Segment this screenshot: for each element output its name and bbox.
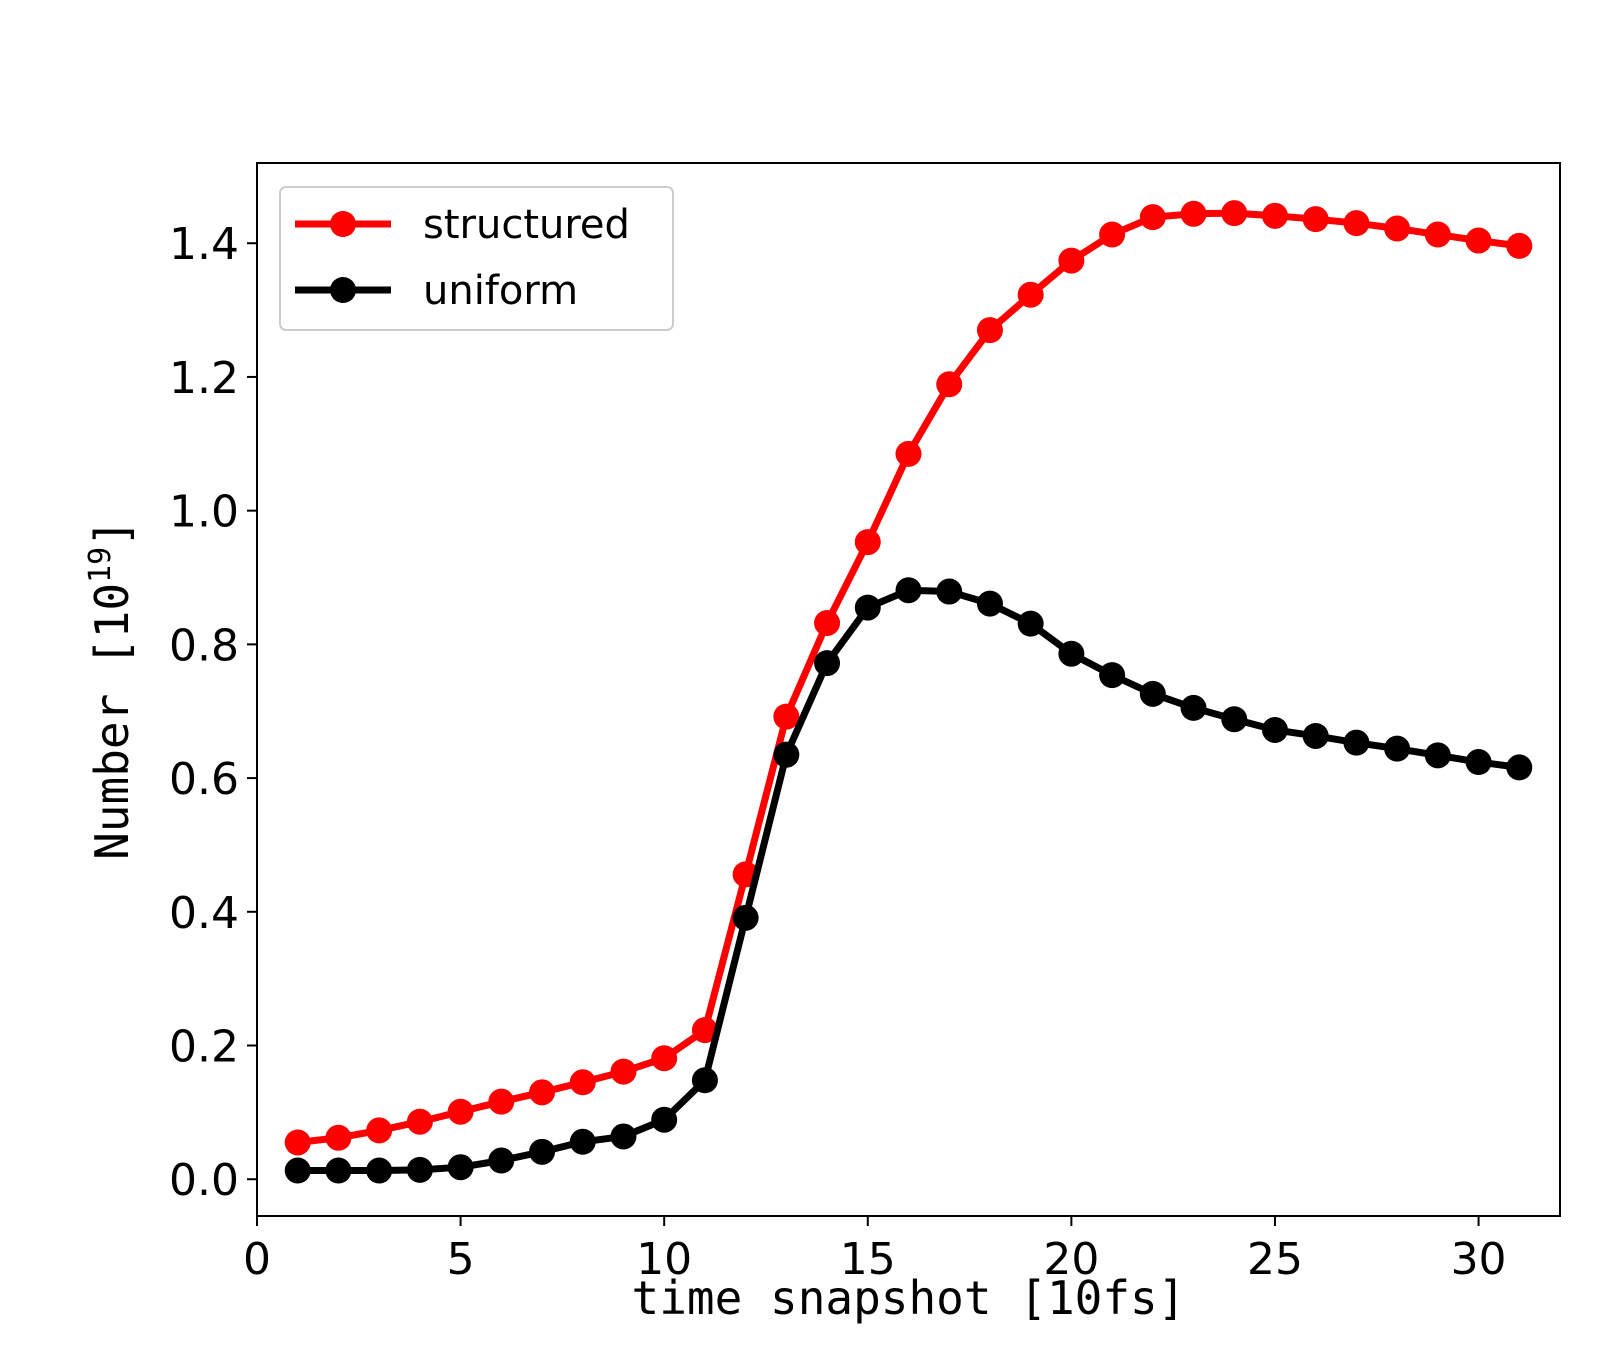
y-tick-label: 0.4 bbox=[169, 888, 239, 939]
data-point-structured bbox=[529, 1079, 556, 1106]
data-point-structured bbox=[1261, 202, 1288, 229]
data-point-structured bbox=[1058, 247, 1085, 274]
data-point-structured bbox=[284, 1129, 311, 1156]
data-point-structured bbox=[610, 1058, 637, 1085]
data-point-structured bbox=[1384, 215, 1411, 242]
data-point-uniform bbox=[1058, 640, 1085, 667]
data-point-structured bbox=[569, 1069, 596, 1096]
data-point-uniform bbox=[325, 1157, 352, 1184]
data-point-uniform bbox=[406, 1156, 433, 1183]
data-point-uniform bbox=[1506, 754, 1533, 781]
x-tick-label: 25 bbox=[1247, 1234, 1303, 1285]
y-tick-label: 1.4 bbox=[169, 219, 239, 270]
x-tick-label: 20 bbox=[1043, 1234, 1099, 1285]
data-point-uniform bbox=[284, 1157, 311, 1184]
data-point-structured bbox=[651, 1045, 678, 1072]
svg-text:Number [1019]: Number [1019] bbox=[83, 519, 139, 860]
x-tick-label: 0 bbox=[243, 1234, 271, 1285]
data-point-structured bbox=[1221, 200, 1248, 227]
series-structured bbox=[284, 200, 1533, 1156]
data-point-uniform bbox=[447, 1154, 474, 1181]
y-tick-label: 0.8 bbox=[169, 620, 239, 671]
data-point-structured bbox=[1017, 281, 1044, 308]
y-axis-title: Number [1019] bbox=[83, 519, 139, 860]
data-point-uniform bbox=[1099, 662, 1126, 689]
data-point-structured bbox=[936, 371, 963, 398]
data-point-uniform bbox=[1180, 694, 1207, 721]
y-axis-title-end: ] bbox=[85, 519, 139, 547]
x-tick-label: 5 bbox=[447, 1234, 475, 1285]
legend: structured uniform bbox=[279, 186, 674, 331]
series-uniform bbox=[284, 577, 1533, 1184]
data-point-structured bbox=[1302, 206, 1329, 233]
y-tick-label: 0.0 bbox=[169, 1155, 239, 1206]
y-tick-label: 0.6 bbox=[169, 754, 239, 805]
series-layer bbox=[284, 200, 1533, 1184]
data-point-structured bbox=[1506, 232, 1533, 259]
data-point-structured bbox=[976, 317, 1003, 344]
data-point-uniform bbox=[569, 1128, 596, 1155]
data-point-structured bbox=[895, 440, 922, 467]
data-point-uniform bbox=[732, 904, 759, 931]
data-point-uniform bbox=[691, 1067, 718, 1094]
data-point-structured bbox=[1139, 204, 1166, 231]
data-point-structured bbox=[1180, 200, 1207, 227]
legend-label-uniform: uniform bbox=[423, 268, 578, 314]
data-point-uniform bbox=[529, 1138, 556, 1165]
data-point-structured bbox=[406, 1108, 433, 1135]
data-point-uniform bbox=[1343, 729, 1370, 756]
x-tick-label: 10 bbox=[636, 1234, 692, 1285]
data-point-uniform bbox=[1139, 680, 1166, 707]
x-axis-title: time snapshot [10fs] bbox=[632, 1271, 1186, 1325]
data-point-structured bbox=[1099, 221, 1126, 248]
plot-frame bbox=[256, 162, 1561, 1217]
y-axis-title-exponent: 19 bbox=[83, 547, 118, 583]
y-axis-title-main: Number [10 bbox=[85, 583, 139, 860]
data-point-uniform bbox=[488, 1147, 515, 1174]
data-point-uniform bbox=[936, 578, 963, 605]
data-point-uniform bbox=[1017, 610, 1044, 637]
data-point-uniform bbox=[854, 594, 881, 621]
x-tick-label: 15 bbox=[840, 1234, 896, 1285]
y-tick-label: 1.0 bbox=[169, 487, 239, 538]
data-point-structured bbox=[773, 703, 800, 730]
data-point-structured bbox=[814, 609, 841, 636]
data-point-structured bbox=[325, 1124, 352, 1151]
data-point-structured bbox=[366, 1117, 393, 1144]
data-point-uniform bbox=[814, 650, 841, 677]
x-tick-label: 30 bbox=[1451, 1234, 1507, 1285]
data-point-uniform bbox=[1384, 735, 1411, 762]
data-point-structured bbox=[1343, 210, 1370, 237]
legend-items: structured uniform bbox=[295, 202, 630, 314]
series-line-uniform bbox=[297, 586, 1520, 1175]
data-point-structured bbox=[1424, 221, 1451, 248]
legend-label-structured: structured bbox=[423, 202, 630, 248]
legend-marker-uniform bbox=[330, 277, 356, 303]
data-point-uniform bbox=[976, 590, 1003, 617]
data-point-uniform bbox=[610, 1123, 637, 1150]
y-tick-label: 1.2 bbox=[169, 353, 239, 404]
axis-ticks: 0 5 10 15 20 25 30 0.0 0.2 0.4 0.6 0.8 1.0 1.2 1.4 bbox=[169, 219, 1507, 1285]
data-point-uniform bbox=[1465, 749, 1492, 776]
legend-marker-structured bbox=[330, 211, 356, 237]
data-point-uniform bbox=[773, 741, 800, 768]
data-point-structured bbox=[854, 529, 881, 556]
data-point-structured bbox=[1465, 227, 1492, 254]
data-point-uniform bbox=[1424, 742, 1451, 769]
y-tick-label: 0.2 bbox=[169, 1022, 239, 1073]
data-point-structured bbox=[447, 1098, 474, 1125]
data-point-uniform bbox=[1221, 706, 1248, 733]
data-point-uniform bbox=[651, 1106, 678, 1133]
data-point-structured bbox=[691, 1017, 718, 1044]
data-point-structured bbox=[488, 1088, 515, 1115]
data-point-uniform bbox=[1302, 722, 1329, 749]
data-point-uniform bbox=[1261, 716, 1288, 743]
data-point-uniform bbox=[895, 577, 922, 604]
data-point-uniform bbox=[366, 1157, 393, 1184]
series-line-structured bbox=[297, 209, 1520, 1146]
